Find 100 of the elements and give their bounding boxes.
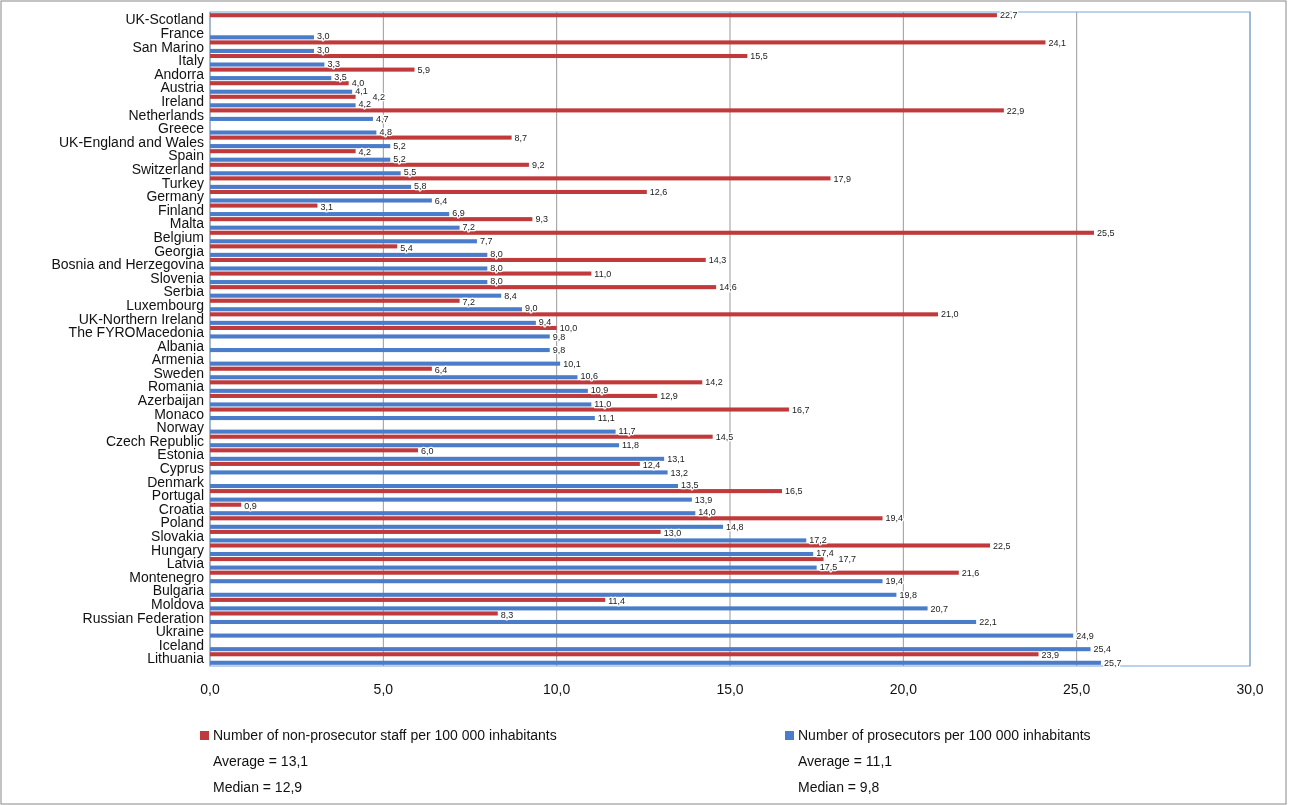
text: Average = 11,1 [798, 753, 893, 769]
bar [210, 529, 661, 534]
data-label: 25,5 [1097, 227, 1115, 238]
data-label: 19,8 [899, 589, 917, 600]
y-tick-label: Italy [178, 52, 204, 69]
y-tick-label: Portugal [151, 487, 204, 504]
bar [210, 380, 703, 385]
data-label: 9,8 [552, 331, 566, 342]
data-label: 13,9 [694, 494, 713, 505]
data-label: 8,3 [500, 609, 514, 620]
bar [210, 361, 561, 366]
data-label: 11,4 [608, 596, 626, 607]
x-tick-label: 25,0 [1063, 681, 1091, 697]
bar [210, 212, 450, 217]
data-label: 16,5 [785, 486, 803, 497]
y-tick-label: Netherlands [128, 106, 204, 123]
bar [210, 366, 432, 371]
data-label: 5,9 [417, 64, 431, 75]
legend-label: Number of prosecutors per 100 000 inhabitants [798, 727, 1091, 743]
data-label: 5,5 [403, 167, 417, 178]
bar [210, 198, 432, 203]
y-tick-label: Poland [160, 514, 204, 531]
x-tick-label: 20,0 [889, 681, 918, 697]
text: Median = 12,9 [213, 779, 303, 795]
bar [210, 307, 522, 312]
data-label: 15,5 [750, 51, 768, 62]
y-tick-label: Russian Federation [82, 609, 204, 626]
x-tick-label: 30,0 [1236, 681, 1264, 697]
data-label: 14,6 [719, 282, 737, 293]
data-label: 5,8 [414, 181, 427, 192]
data-label: 13,0 [663, 528, 682, 539]
data-label: 25,7 [1103, 657, 1122, 668]
bar [210, 13, 997, 18]
bar [210, 252, 488, 257]
bar [210, 280, 488, 285]
bar [210, 48, 314, 53]
data-label: 12,4 [642, 460, 661, 471]
bar [210, 176, 831, 181]
data-label: 21,6 [961, 567, 980, 578]
data-label: 17,2 [809, 534, 827, 545]
bar [210, 157, 391, 162]
y-tick-label: Cyprus [159, 460, 204, 477]
bar [210, 144, 391, 149]
data-label: 4,0 [351, 78, 365, 89]
x-tick-label: 15,0 [716, 681, 744, 697]
data-label: 9,3 [535, 214, 548, 225]
data-label: 7,7 [479, 236, 493, 247]
data-label: 13,2 [670, 467, 689, 478]
bar [210, 266, 488, 271]
x-tick-label: 10,0 [543, 681, 571, 697]
bar [210, 184, 412, 189]
bar [210, 456, 665, 461]
bar [210, 53, 748, 59]
data-label: 17,4 [816, 548, 834, 559]
bar [210, 89, 353, 94]
data-label: 10,1 [563, 358, 581, 369]
data-label: 8,0 [490, 262, 503, 273]
bar [210, 325, 557, 330]
data-label: 21,0 [941, 309, 959, 320]
bar [210, 402, 592, 407]
data-label: 14,3 [708, 255, 727, 266]
bar [210, 189, 647, 195]
bar [210, 271, 592, 276]
data-label: 3,1 [320, 201, 333, 212]
bar [210, 619, 977, 625]
y-tick-label: Norway [156, 419, 204, 436]
data-label: 17,5 [819, 561, 838, 572]
data-label: 8,0 [490, 249, 503, 260]
bar [210, 511, 696, 516]
data-label: 8,4 [504, 290, 517, 301]
bar [210, 388, 588, 393]
y-tick-label: Turkey [161, 174, 204, 191]
bar [210, 203, 318, 208]
bar [210, 217, 533, 222]
bar [210, 239, 477, 244]
data-label: 24,1 [1048, 37, 1066, 48]
text: Average = 13,1 [213, 753, 309, 769]
data-label: 9,0 [525, 303, 538, 314]
bar [210, 416, 595, 421]
y-tick-label: Spain [168, 147, 204, 164]
bar [210, 647, 1091, 652]
data-label: 10,9 [590, 385, 609, 395]
bar [210, 40, 1046, 45]
data-label: 12,6 [649, 187, 668, 198]
bar [210, 652, 1039, 657]
data-label: 5,2 [393, 141, 406, 152]
bar [210, 565, 817, 570]
data-label: 11,0 [594, 268, 612, 279]
data-label: 16,7 [791, 404, 810, 415]
bar [210, 257, 706, 262]
data-label: 13,1 [667, 453, 685, 464]
bar [210, 108, 1004, 113]
bar [210, 557, 824, 562]
data-label: 11,8 [622, 440, 639, 451]
data-label: 6,4 [434, 364, 448, 375]
bar [210, 130, 377, 135]
data-label: 10,0 [559, 323, 578, 334]
data-label: 14,5 [715, 431, 734, 442]
data-label: 6,0 [421, 446, 434, 457]
data-label: 14,8 [726, 521, 744, 532]
